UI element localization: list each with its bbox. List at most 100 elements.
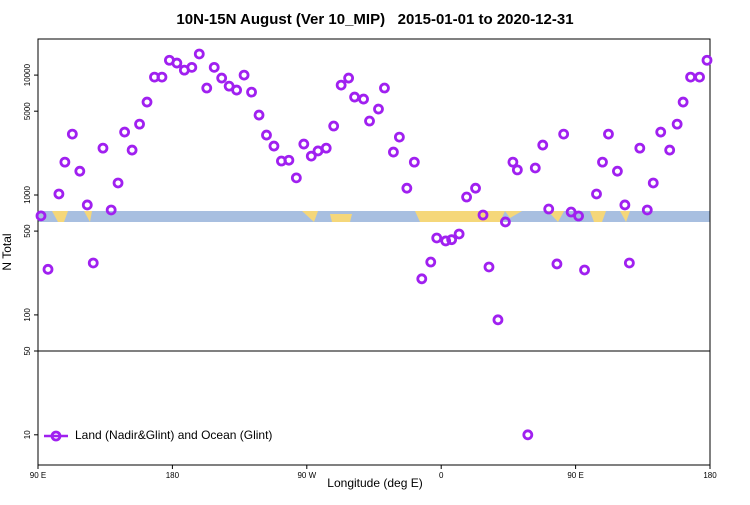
point	[119, 126, 131, 138]
point	[408, 156, 420, 168]
point	[522, 429, 534, 441]
point	[364, 115, 375, 127]
point	[634, 142, 646, 154]
point	[511, 164, 523, 176]
point	[208, 61, 220, 73]
point	[97, 142, 109, 154]
plot-frame	[37, 38, 711, 466]
point	[87, 257, 99, 269]
point	[612, 165, 623, 177]
y-tick-label: 10000	[23, 63, 32, 86]
point	[74, 165, 86, 177]
chart-title: 10N-15N August (Ver 10_MIP) 2015-01-01 t…	[176, 11, 573, 28]
point	[335, 79, 347, 91]
point	[42, 263, 54, 275]
point	[246, 86, 257, 98]
y-tick-label: 5000	[23, 102, 32, 120]
point	[328, 120, 340, 132]
x-tick-label: 90 E	[567, 471, 583, 480]
point	[312, 145, 324, 157]
point	[156, 71, 168, 83]
point	[677, 96, 689, 108]
point	[231, 84, 243, 96]
point	[112, 177, 124, 189]
point	[647, 177, 659, 189]
point	[141, 96, 153, 108]
legend-marker	[50, 430, 62, 442]
x-tick-label: 0	[439, 471, 444, 480]
x-axis-label: Longitude (deg E)	[327, 476, 422, 490]
x-tick-label: 180	[166, 471, 180, 480]
point	[664, 144, 676, 156]
point	[591, 188, 602, 200]
y-tick-label: 10	[23, 430, 32, 439]
point	[35, 210, 47, 222]
point	[446, 234, 458, 246]
y-tick-label: 50	[23, 346, 32, 355]
point	[193, 48, 205, 60]
point	[655, 126, 667, 138]
point	[283, 154, 295, 166]
point	[171, 57, 183, 69]
point	[379, 82, 390, 94]
point	[349, 91, 360, 103]
point	[105, 204, 117, 216]
y-axis-label: N Total	[0, 233, 14, 270]
point	[685, 71, 696, 83]
point	[492, 314, 504, 326]
point	[388, 146, 399, 158]
point	[261, 129, 272, 141]
point	[671, 118, 683, 130]
point	[641, 204, 653, 216]
point	[431, 232, 443, 244]
point	[529, 162, 541, 174]
point	[134, 118, 145, 130]
point	[66, 128, 78, 140]
y-tick-label: 1000	[23, 186, 32, 204]
ocean-strip	[38, 211, 710, 222]
point	[470, 182, 481, 194]
point	[619, 199, 631, 211]
point	[201, 82, 213, 94]
point	[216, 72, 228, 84]
point	[401, 182, 413, 194]
point	[393, 131, 405, 143]
point	[573, 210, 584, 222]
point	[500, 216, 511, 228]
point	[253, 109, 265, 121]
point	[477, 209, 489, 221]
point	[81, 199, 93, 211]
y-tick-label: 100	[23, 308, 32, 322]
legend-label: Land (Nadir&Glint) and Ocean (Glint)	[75, 428, 272, 442]
x-tick-label: 90 E	[30, 471, 46, 480]
point	[701, 54, 713, 66]
point	[551, 258, 563, 270]
point	[416, 273, 428, 285]
point	[126, 144, 138, 156]
point	[558, 128, 570, 140]
point	[623, 257, 635, 269]
point	[320, 142, 332, 154]
point	[343, 72, 355, 84]
point	[305, 150, 317, 162]
point	[537, 139, 549, 151]
x-tick-label: 90 W	[297, 471, 316, 480]
land-strip	[52, 211, 630, 222]
point	[186, 61, 198, 73]
point	[694, 71, 705, 83]
point	[358, 93, 369, 105]
point	[579, 264, 590, 276]
point	[238, 69, 250, 81]
point	[59, 156, 71, 168]
point	[298, 138, 310, 150]
point	[543, 203, 555, 215]
point	[453, 228, 465, 240]
y-tick-label: 500	[23, 224, 32, 238]
point	[461, 191, 472, 203]
point	[53, 188, 65, 200]
point	[268, 140, 280, 152]
point	[507, 156, 519, 168]
point	[290, 172, 302, 184]
point	[373, 103, 384, 115]
